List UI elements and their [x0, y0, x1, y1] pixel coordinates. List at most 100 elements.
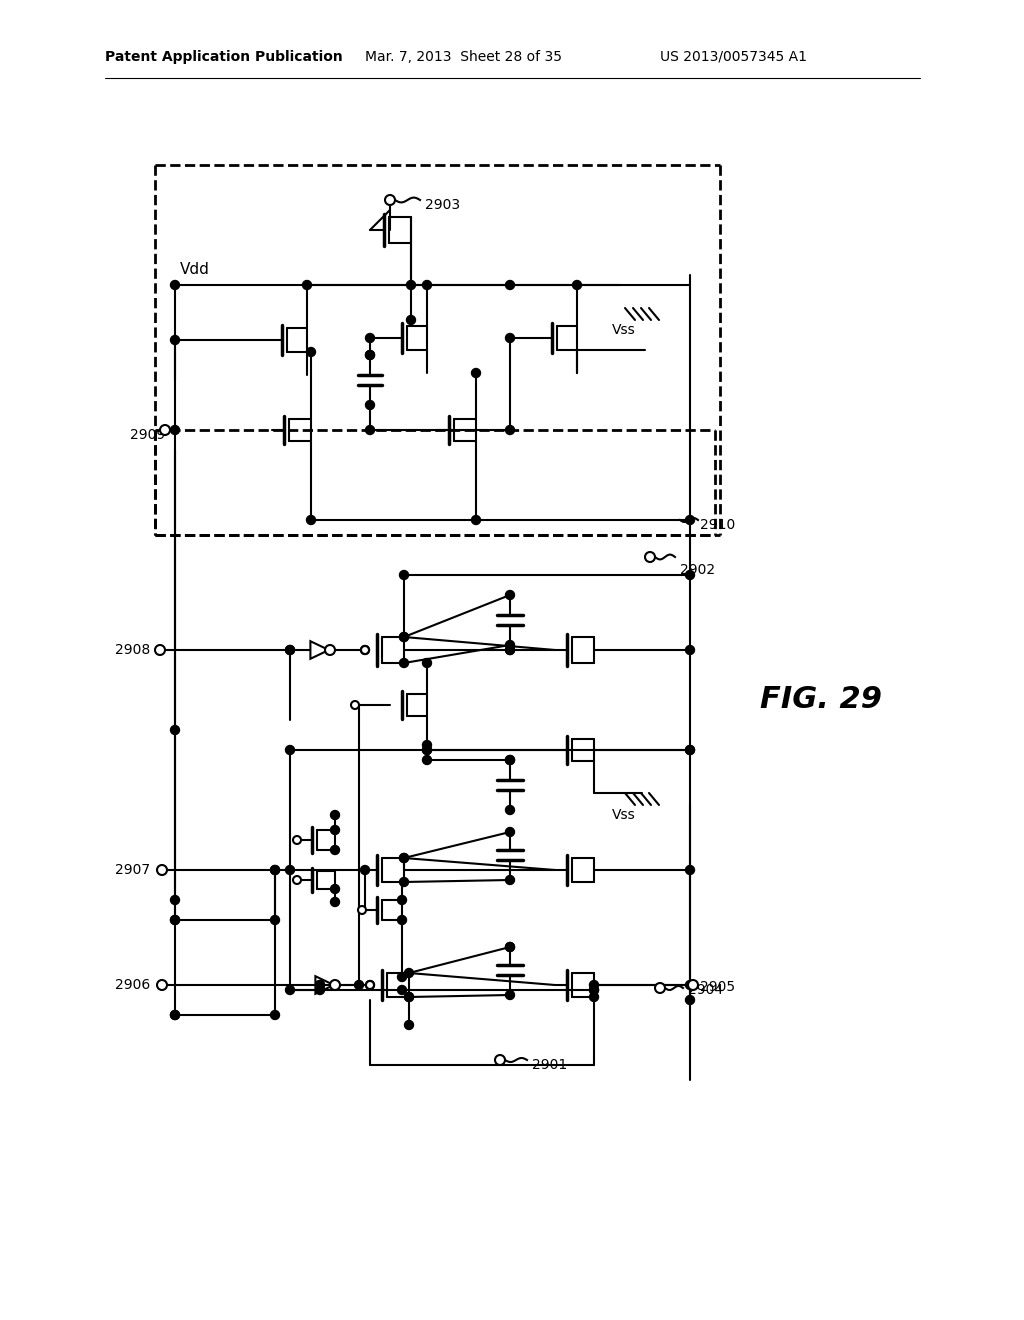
Circle shape	[404, 969, 414, 978]
Circle shape	[366, 351, 375, 359]
Circle shape	[171, 281, 179, 289]
Circle shape	[397, 986, 407, 994]
Circle shape	[423, 741, 431, 750]
Circle shape	[685, 645, 694, 655]
Circle shape	[407, 281, 416, 289]
Circle shape	[306, 347, 315, 356]
Circle shape	[471, 368, 480, 378]
Circle shape	[397, 916, 407, 924]
Text: 2910: 2910	[700, 517, 735, 532]
Circle shape	[506, 875, 514, 884]
Circle shape	[399, 854, 409, 862]
Text: Patent Application Publication: Patent Application Publication	[105, 50, 343, 63]
Text: 2906: 2906	[115, 978, 151, 993]
Circle shape	[399, 854, 409, 862]
Circle shape	[506, 645, 514, 655]
Circle shape	[495, 1055, 505, 1065]
Circle shape	[171, 916, 179, 924]
Text: 2903: 2903	[425, 198, 460, 213]
Text: Vss: Vss	[612, 323, 636, 337]
Circle shape	[506, 942, 514, 952]
Circle shape	[506, 942, 514, 952]
Circle shape	[331, 810, 340, 820]
Circle shape	[331, 898, 340, 907]
Circle shape	[315, 981, 325, 990]
Circle shape	[399, 632, 409, 642]
Circle shape	[506, 425, 514, 434]
Circle shape	[366, 334, 375, 342]
Circle shape	[354, 981, 364, 990]
Text: 2905: 2905	[700, 979, 735, 994]
Circle shape	[399, 878, 409, 887]
Circle shape	[160, 425, 170, 436]
Circle shape	[685, 995, 694, 1005]
Circle shape	[471, 516, 480, 524]
Circle shape	[331, 884, 340, 894]
Circle shape	[325, 645, 335, 655]
Circle shape	[506, 990, 514, 999]
Circle shape	[506, 805, 514, 814]
Circle shape	[171, 425, 179, 434]
Circle shape	[506, 755, 514, 764]
Circle shape	[399, 632, 409, 642]
Circle shape	[360, 866, 370, 874]
Circle shape	[306, 516, 315, 524]
Circle shape	[366, 425, 375, 434]
Circle shape	[366, 400, 375, 409]
Circle shape	[157, 979, 167, 990]
Circle shape	[506, 755, 514, 764]
Circle shape	[685, 746, 694, 755]
Circle shape	[171, 726, 179, 734]
Text: US 2013/0057345 A1: US 2013/0057345 A1	[660, 50, 807, 63]
Circle shape	[685, 981, 694, 990]
Circle shape	[286, 866, 295, 874]
Circle shape	[366, 351, 375, 359]
Circle shape	[157, 865, 167, 875]
Text: Vdd: Vdd	[180, 263, 210, 277]
Circle shape	[685, 570, 694, 579]
Text: 2904: 2904	[688, 983, 723, 997]
Circle shape	[171, 1011, 179, 1019]
Circle shape	[330, 979, 340, 990]
Circle shape	[685, 516, 694, 524]
Circle shape	[361, 645, 369, 653]
Circle shape	[423, 746, 431, 755]
Circle shape	[404, 993, 414, 1002]
Circle shape	[302, 281, 311, 289]
Circle shape	[572, 281, 582, 289]
Circle shape	[590, 993, 598, 1002]
Circle shape	[423, 755, 431, 764]
Circle shape	[590, 986, 598, 994]
Circle shape	[404, 993, 414, 1002]
Circle shape	[171, 916, 179, 924]
Text: 2907: 2907	[115, 863, 151, 876]
Circle shape	[688, 979, 698, 990]
Circle shape	[397, 895, 407, 904]
Circle shape	[645, 552, 655, 562]
Circle shape	[407, 315, 416, 325]
Circle shape	[685, 866, 694, 874]
Circle shape	[293, 836, 301, 843]
Circle shape	[423, 746, 431, 755]
Circle shape	[399, 659, 409, 668]
Circle shape	[506, 828, 514, 837]
Text: 2908: 2908	[115, 643, 151, 657]
Circle shape	[385, 195, 395, 205]
Circle shape	[366, 981, 374, 989]
Circle shape	[286, 645, 295, 655]
Circle shape	[423, 659, 431, 668]
Circle shape	[315, 986, 325, 994]
Circle shape	[685, 746, 694, 755]
Circle shape	[286, 746, 295, 755]
Text: Mar. 7, 2013  Sheet 28 of 35: Mar. 7, 2013 Sheet 28 of 35	[365, 50, 562, 63]
Circle shape	[171, 335, 179, 345]
Circle shape	[590, 986, 598, 994]
Circle shape	[315, 981, 325, 990]
Circle shape	[360, 645, 370, 655]
Circle shape	[506, 645, 514, 655]
Circle shape	[399, 570, 409, 579]
Circle shape	[655, 983, 665, 993]
Circle shape	[366, 981, 375, 990]
Circle shape	[155, 645, 165, 655]
Circle shape	[358, 906, 366, 913]
